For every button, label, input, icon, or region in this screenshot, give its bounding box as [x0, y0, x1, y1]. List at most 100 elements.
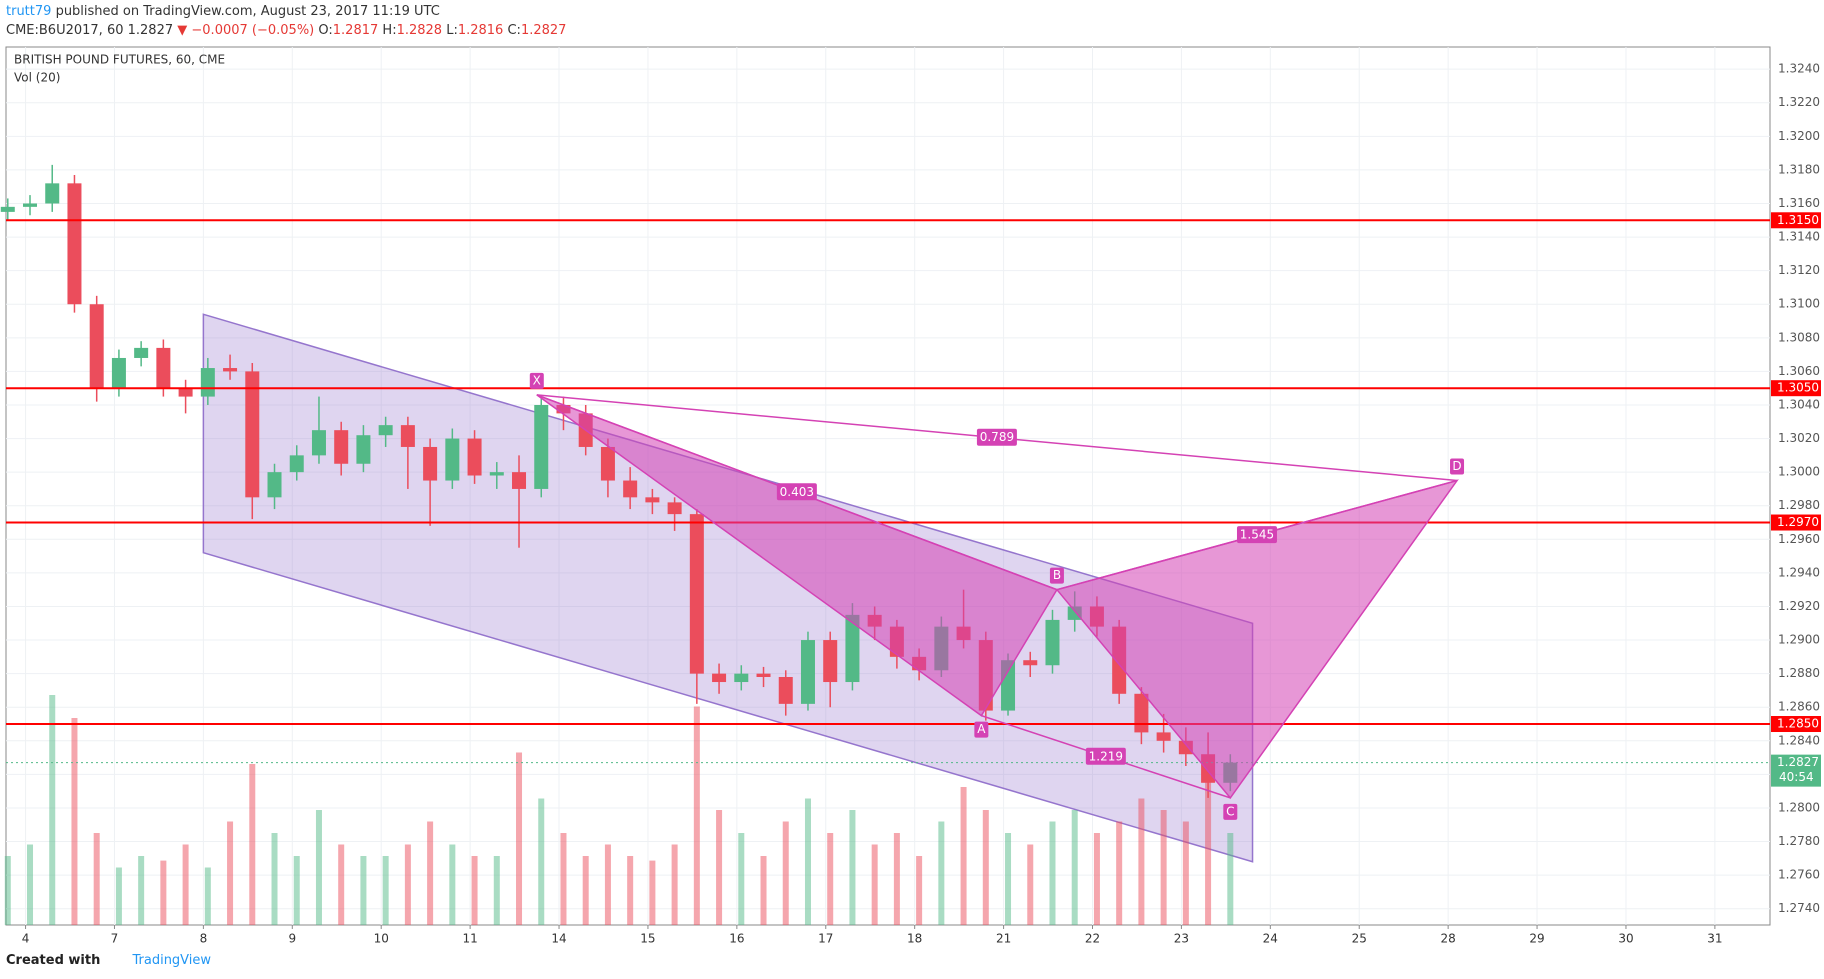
point-label: C — [1226, 804, 1234, 818]
volume-bar — [693, 706, 700, 925]
candle-body — [1134, 693, 1149, 733]
close: 1.2827 — [520, 23, 567, 38]
x-tick-label: 16 — [729, 932, 744, 946]
y-tick-label: 1.2880 — [1778, 666, 1820, 680]
chart: 1.27401.27601.27801.28001.28201.28401.28… — [0, 46, 1821, 946]
last-price-label: 1.2827 — [1777, 755, 1819, 769]
x-tick-label: 29 — [1529, 932, 1544, 946]
point-tag — [1223, 803, 1238, 820]
volume-bar — [1138, 798, 1145, 925]
ratio-tag — [1236, 526, 1277, 544]
ratio-tag — [776, 483, 817, 501]
volume-bar — [49, 695, 56, 925]
candle-body — [289, 455, 304, 473]
y-tick-label: 1.2760 — [1778, 868, 1820, 882]
y-tick-label: 1.3220 — [1778, 95, 1820, 109]
volume-bar — [627, 856, 634, 925]
volume-bar — [4, 856, 11, 925]
y-tick-label: 1.2780 — [1778, 834, 1820, 848]
change: ▼ −0.0007 (−0.05%) — [177, 23, 315, 38]
volume-bar — [1182, 821, 1189, 925]
candle-body — [156, 347, 171, 389]
x-tick-label: 7 — [111, 932, 119, 946]
level-tag — [1771, 716, 1821, 733]
volume-bar — [493, 856, 500, 925]
y-tick-label: 1.3040 — [1778, 397, 1820, 411]
candle-body — [200, 368, 215, 397]
volume-bar — [1027, 844, 1034, 925]
plot-frame — [5, 46, 1771, 926]
y-tick-label: 1.3200 — [1778, 129, 1820, 143]
candle-body — [689, 514, 704, 674]
level-tag — [1771, 212, 1821, 229]
y-tick-label: 1.2920 — [1778, 599, 1820, 613]
volume-bar — [71, 718, 78, 925]
volume-bar — [427, 821, 434, 925]
candle-body — [645, 497, 660, 503]
candle-body — [23, 203, 38, 207]
ratio-label: 1.219 — [1089, 749, 1123, 763]
candle-body — [0, 206, 15, 212]
x-tick-label: 17 — [818, 932, 833, 946]
y-tick-label: 1.3060 — [1778, 364, 1820, 378]
volume-bar — [382, 856, 389, 925]
volume-bar — [360, 856, 367, 925]
volume-bar — [716, 810, 723, 925]
volume-bar — [1160, 810, 1167, 925]
candle-body — [1156, 732, 1171, 741]
y-tick-label: 1.3240 — [1778, 62, 1820, 76]
volume-bar — [1205, 775, 1212, 925]
point-label: B — [1053, 568, 1061, 582]
c-label: C: — [507, 23, 521, 38]
x-tick-label: 9 — [288, 932, 296, 946]
point-label: X — [533, 373, 541, 387]
o-label: O: — [318, 23, 333, 38]
volume-bar — [982, 810, 989, 925]
y-tick-label: 1.2860 — [1778, 700, 1820, 714]
x-tick-label: 31 — [1707, 932, 1722, 946]
x-tick-label: 14 — [551, 932, 566, 946]
candle-body — [89, 304, 104, 389]
brand[interactable]: TradingView — [132, 953, 212, 968]
volume-bar — [160, 860, 167, 925]
candle-body — [712, 673, 727, 683]
candle-body — [223, 368, 238, 372]
y-tick-label: 1.3180 — [1778, 162, 1820, 176]
volume-bar — [582, 856, 589, 925]
volume-bar — [960, 787, 967, 925]
volume-bar — [138, 856, 145, 925]
candle-body — [311, 430, 326, 456]
subtitle: Vol (20) — [14, 71, 60, 85]
volume-bar — [93, 833, 100, 925]
ratio-tag — [976, 428, 1017, 446]
x-tick-label: 30 — [1618, 932, 1633, 946]
y-tick-label: 1.2840 — [1778, 733, 1820, 747]
point-label: A — [977, 722, 986, 736]
y-tick-label: 1.3140 — [1778, 230, 1820, 244]
volume-bar — [404, 844, 411, 925]
candle-body — [45, 183, 60, 204]
candle-body — [400, 425, 415, 447]
candle-body — [512, 472, 527, 489]
candle-body — [267, 472, 282, 498]
symbol: CME:B6U2017, 60 — [6, 23, 124, 38]
level-label: 1.2850 — [1777, 717, 1819, 731]
candle-body — [111, 357, 126, 389]
volume-bar — [293, 856, 300, 925]
countdown: 40:54 — [1779, 770, 1814, 784]
volume-bar — [604, 844, 611, 925]
volume-bar — [738, 833, 745, 925]
x-tick-label: 28 — [1441, 932, 1456, 946]
ratio-label: 1.545 — [1240, 528, 1274, 542]
header: trutt79 published on TradingView.com, Au… — [6, 2, 566, 40]
ratio-label: 0.403 — [780, 485, 814, 499]
point-tag — [1049, 567, 1064, 584]
y-tick-label: 1.3160 — [1778, 196, 1820, 210]
point-tag — [1450, 458, 1465, 475]
x-tick-label: 15 — [640, 932, 655, 946]
candle-body — [1023, 660, 1038, 666]
volume-bar — [782, 821, 789, 925]
author[interactable]: trutt79 — [6, 4, 52, 19]
y-tick-label: 1.2980 — [1778, 498, 1820, 512]
high: 1.2828 — [396, 23, 443, 38]
